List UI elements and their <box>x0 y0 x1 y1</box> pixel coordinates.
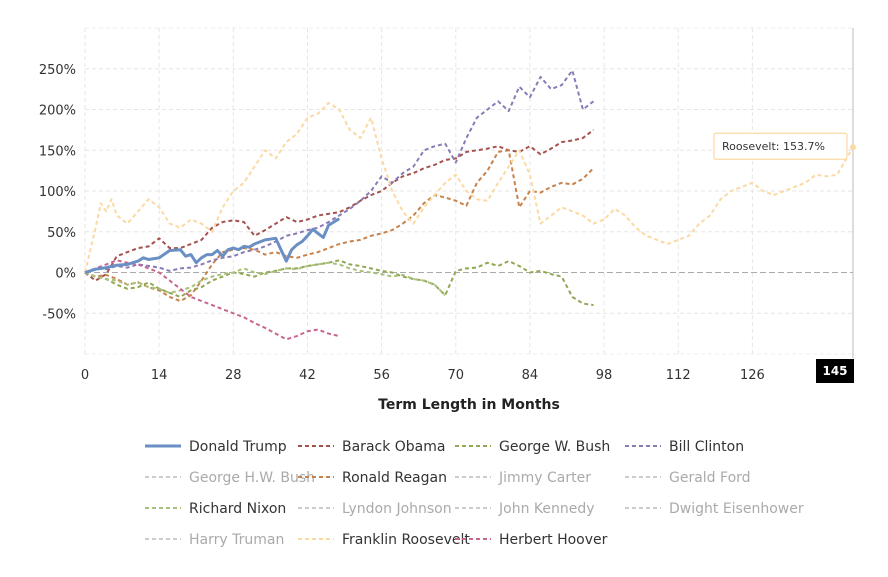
x-tick-label: 28 <box>225 368 242 383</box>
legend-item-bill-clinton[interactable]: Bill Clinton <box>669 439 744 455</box>
legend-item-george-h-w-bush[interactable]: George H.W. Bush <box>189 470 315 486</box>
x-tick-label: 70 <box>447 368 464 383</box>
series-line-george-w-bush <box>84 259 594 307</box>
x-tick-label: 42 <box>299 368 316 383</box>
series-line-bill-clinton <box>84 69 595 274</box>
tooltip-point <box>850 144 856 151</box>
legend-item-donald-trump[interactable]: Donald Trump <box>189 439 287 455</box>
cursor-x-label: 145 <box>822 364 847 378</box>
y-tick-label: 0% <box>55 267 76 282</box>
x-tick-label: 14 <box>151 368 168 383</box>
series-layer <box>84 69 854 341</box>
legend-item-herbert-hoover[interactable]: Herbert Hoover <box>499 532 608 548</box>
legend-item-franklin-roosevelt[interactable]: Franklin Roosevelt <box>342 532 470 548</box>
x-tick-label: 112 <box>666 368 691 383</box>
tooltip-text: Roosevelt: 153.7% <box>722 140 825 153</box>
cursor-x-label-box <box>816 359 854 383</box>
x-tick-label: 126 <box>740 368 765 383</box>
legend-item-ronald-reagan[interactable]: Ronald Reagan <box>342 470 447 486</box>
grid <box>84 27 854 358</box>
legend-item-george-w-bush[interactable]: George W. Bush <box>499 439 610 455</box>
tooltip-box <box>713 132 848 160</box>
series-line-herbert-hoover <box>84 259 340 341</box>
legend-item-barack-obama[interactable]: Barack Obama <box>342 439 445 455</box>
x-tick-label: 84 <box>522 368 539 383</box>
y-tick-label: 250% <box>39 63 76 78</box>
legend-item-richard-nixon[interactable]: Richard Nixon <box>189 501 286 517</box>
series-line-richard-nixon <box>84 261 446 297</box>
legend-item-jimmy-carter[interactable]: Jimmy Carter <box>498 470 591 486</box>
x-tick-label: 56 <box>373 368 390 383</box>
legend-item-dwight-eisenhower[interactable]: Dwight Eisenhower <box>669 501 804 517</box>
y-tick-label: 200% <box>39 104 76 119</box>
legend-item-gerald-ford[interactable]: Gerald Ford <box>669 470 751 486</box>
y-tick-label: -50% <box>42 307 76 322</box>
y-tick-label: 50% <box>47 226 76 241</box>
series-line-donald-trump <box>84 217 340 274</box>
legend-item-john-kennedy[interactable]: John Kennedy <box>498 501 595 517</box>
x-tick-label: 0 <box>81 368 89 383</box>
tooltip-overlay: Roosevelt: 153.7% 145 <box>713 132 856 383</box>
legend: Donald Trump Barack Obama George W. Bush Bi… <box>145 439 804 548</box>
legend-item-lyndon-johnson[interactable]: Lyndon Johnson <box>342 501 452 517</box>
legend-item-harry-truman[interactable]: Harry Truman <box>189 532 284 548</box>
y-tick-label: 100% <box>39 185 76 200</box>
axis-labels: 0 14 28 42 56 70 84 98 112 126 -50% 0% 50% 100% 150% 20… <box>39 63 765 383</box>
y-tick-label: 150% <box>39 144 76 159</box>
series-line-franklin-roosevelt <box>84 102 854 273</box>
x-tick-label: 98 <box>596 368 613 383</box>
x-axis-title: Term Length in Months <box>378 397 560 413</box>
series-line-ronald-reagan <box>84 149 595 302</box>
